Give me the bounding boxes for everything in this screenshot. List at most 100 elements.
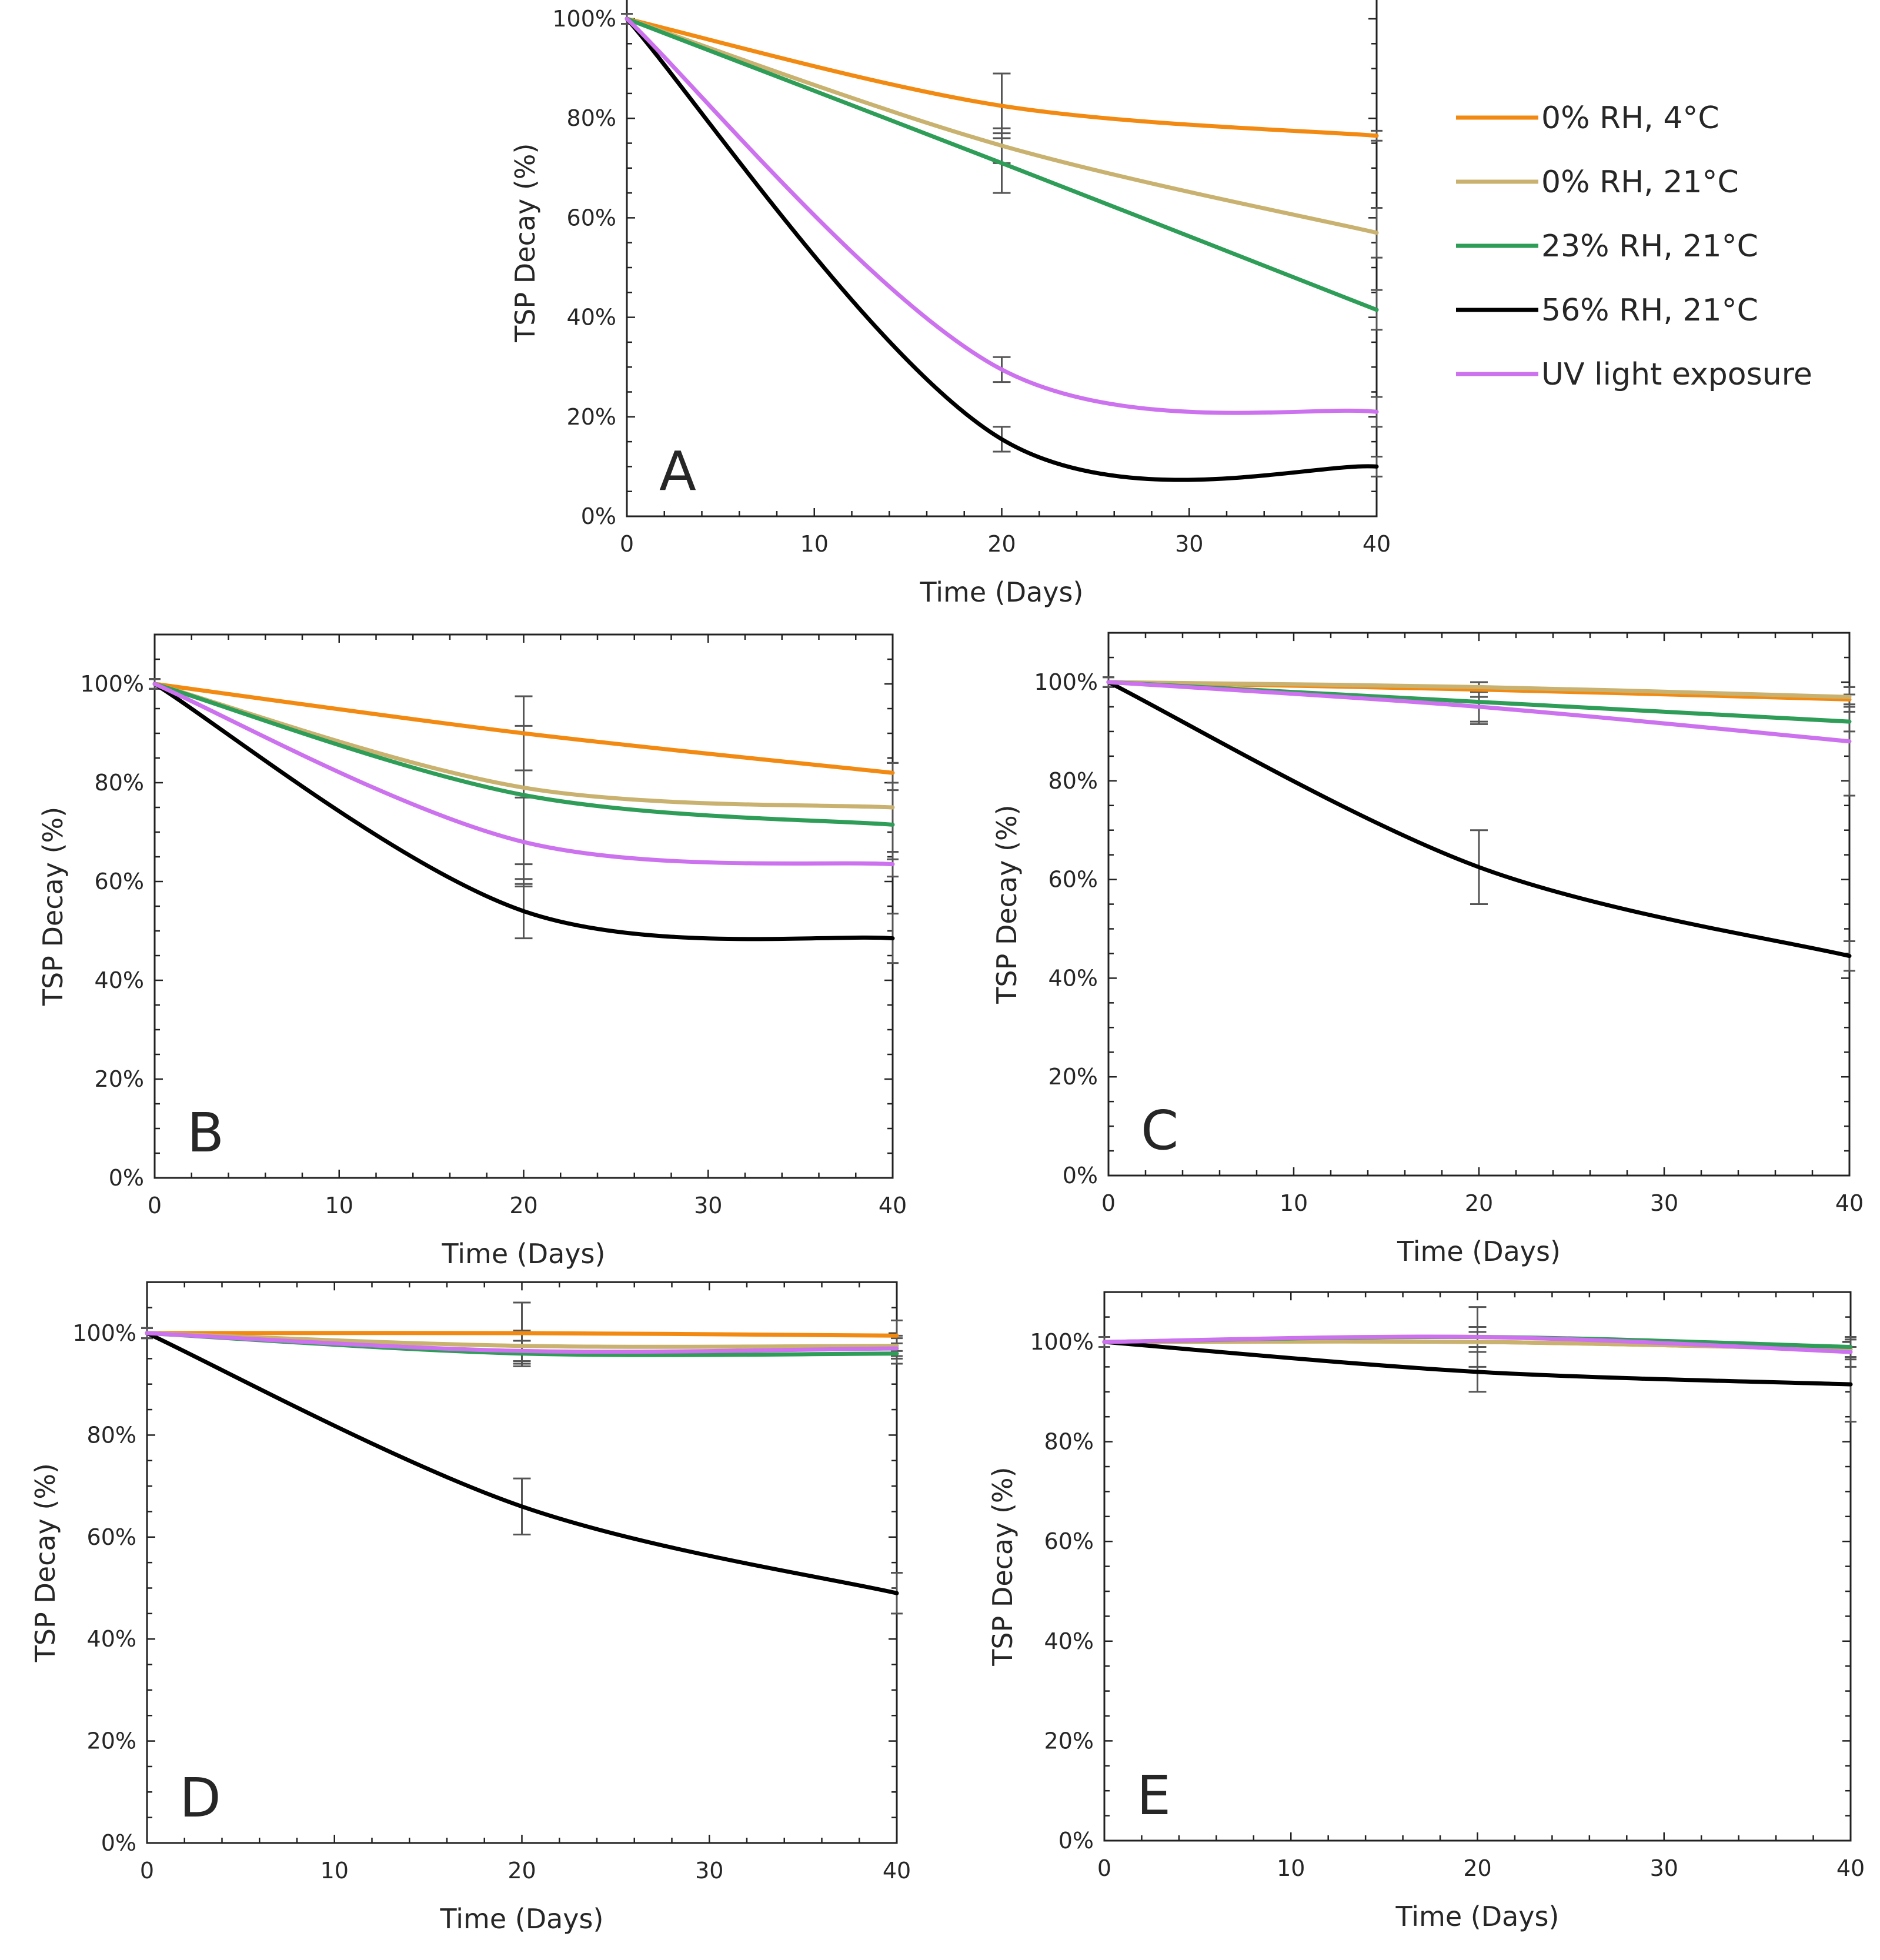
series-line-uv bbox=[1106, 680, 1852, 744]
x-tick-label: 20 bbox=[507, 1858, 536, 1884]
x-tick-label: 40 bbox=[1835, 1190, 1864, 1216]
series-line-rh0_4c bbox=[145, 1331, 899, 1338]
panel-letter: D bbox=[179, 1767, 221, 1829]
y-tick-label: 40% bbox=[1044, 1628, 1094, 1654]
panel-a: 0% 20% 40% 60% 80% 100% 0 10 20 30 40 Time (Days) TS… bbox=[509, 0, 1391, 608]
y-axis-title: TSP Decay (%) bbox=[509, 143, 541, 343]
panel-e: 0% 20% 40% 60% 80% 100% 0 10 20 30 40 Time (Days) TS… bbox=[987, 1291, 1865, 1932]
y-tick-label: 0% bbox=[109, 1165, 144, 1191]
x-tick-label: 10 bbox=[1280, 1190, 1308, 1216]
series-line-uv bbox=[625, 16, 1379, 415]
x-tick-label: 10 bbox=[1277, 1855, 1305, 1881]
x-tick-label: 40 bbox=[883, 1858, 911, 1884]
y-tick-label: 100% bbox=[80, 671, 144, 697]
panel-d: 0% 20% 40% 60% 80% 100% 0 10 20 30 40 Time (Days) TS… bbox=[29, 1281, 911, 1935]
legend-label: 23% RH, 21°C bbox=[1541, 229, 1758, 264]
y-tick-label: 0% bbox=[1058, 1828, 1094, 1854]
y-tick-label: 40% bbox=[1048, 965, 1098, 991]
series-line-rh0_21c bbox=[625, 16, 1379, 235]
x-tick-label: 40 bbox=[1836, 1855, 1865, 1881]
y-tick-label: 60% bbox=[567, 205, 616, 231]
x-tick-label: 40 bbox=[1363, 531, 1391, 557]
y-axis-title: TSP Decay (%) bbox=[987, 1467, 1019, 1666]
series-line-rh56_21c bbox=[1106, 680, 1852, 959]
panel-c: 0% 20% 40% 60% 80% 100% 0 10 20 30 40 Time (Days) TS… bbox=[991, 632, 1864, 1267]
x-tick-label: 10 bbox=[800, 531, 829, 557]
y-tick-label: 60% bbox=[95, 869, 144, 894]
x-tick-label: 10 bbox=[325, 1193, 353, 1218]
series-line-rh56_21c bbox=[145, 1331, 899, 1595]
y-tick-label: 20% bbox=[95, 1066, 144, 1092]
panel-letter: B bbox=[187, 1101, 224, 1164]
y-tick-label: 0% bbox=[1063, 1163, 1098, 1188]
x-axis-title: Time (Days) bbox=[440, 1903, 604, 1935]
legend: 0% RH, 4°C 0% RH, 21°C 23% RH, 21°C 56% RH,… bbox=[1456, 101, 1812, 392]
y-tick-label: 0% bbox=[101, 1830, 136, 1856]
x-tick-label: 20 bbox=[509, 1193, 537, 1218]
y-tick-label: 60% bbox=[1044, 1528, 1094, 1554]
legend-item-rh23_21c: 23% RH, 21°C bbox=[1456, 229, 1758, 264]
panel-b: 0% 20% 40% 60% 80% 100% 0 10 20 30 40 Time (Days) TS… bbox=[37, 633, 907, 1270]
y-axis-title: TSP Decay (%) bbox=[991, 804, 1023, 1004]
legend-item-rh0_4c: 0% RH, 4°C bbox=[1456, 101, 1719, 136]
x-tick-label: 20 bbox=[987, 531, 1016, 557]
x-axis-title: Time (Days) bbox=[1397, 1236, 1561, 1267]
x-tick-label: 0 bbox=[140, 1858, 154, 1884]
y-tick-label: 100% bbox=[1030, 1329, 1094, 1355]
x-tick-label: 40 bbox=[879, 1193, 907, 1218]
series-line-rh56_21c bbox=[625, 16, 1379, 482]
legend-item-rh0_21c: 0% RH, 21°C bbox=[1456, 165, 1739, 200]
x-tick-label: 0 bbox=[1097, 1855, 1111, 1881]
y-tick-label: 20% bbox=[1048, 1064, 1098, 1090]
y-tick-label: 40% bbox=[95, 967, 144, 993]
series-line-rh23_21c bbox=[625, 16, 1379, 312]
series-line-rh56_21c bbox=[152, 682, 895, 941]
x-tick-label: 30 bbox=[1175, 531, 1203, 557]
y-tick-label: 40% bbox=[567, 305, 616, 330]
x-axis-title: Time (Days) bbox=[920, 576, 1084, 608]
x-tick-label: 0 bbox=[1101, 1190, 1116, 1216]
y-tick-label: 20% bbox=[567, 404, 616, 430]
x-tick-label: 30 bbox=[1650, 1855, 1678, 1881]
x-tick-label: 20 bbox=[1463, 1855, 1491, 1881]
y-tick-label: 80% bbox=[1044, 1429, 1094, 1455]
series-line-rh23_21c bbox=[152, 682, 895, 827]
x-axis-title: Time (Days) bbox=[1395, 1901, 1560, 1932]
x-tick-label: 0 bbox=[620, 531, 634, 557]
panel-letter: E bbox=[1137, 1764, 1171, 1827]
series-line-uv bbox=[1102, 1334, 1853, 1354]
x-tick-label: 30 bbox=[694, 1193, 722, 1218]
y-tick-label: 80% bbox=[95, 770, 144, 796]
y-tick-label: 100% bbox=[552, 6, 616, 32]
series-line-rh0_4c bbox=[625, 16, 1379, 138]
y-tick-label: 40% bbox=[87, 1626, 136, 1652]
x-tick-label: 30 bbox=[1650, 1190, 1678, 1216]
y-tick-label: 60% bbox=[1048, 867, 1098, 893]
series-line-uv bbox=[152, 682, 895, 867]
y-tick-label: 100% bbox=[72, 1320, 136, 1346]
series-line-rh0_21c bbox=[1106, 680, 1852, 699]
y-axis-title: TSP Decay (%) bbox=[37, 807, 69, 1006]
series-line-uv bbox=[145, 1331, 899, 1354]
x-tick-label: 20 bbox=[1465, 1190, 1493, 1216]
legend-item-uv: UV light exposure bbox=[1456, 357, 1812, 392]
x-axis-title: Time (Days) bbox=[442, 1238, 606, 1270]
legend-label: UV light exposure bbox=[1541, 357, 1812, 392]
y-tick-label: 0% bbox=[581, 503, 616, 529]
y-tick-label: 20% bbox=[1044, 1728, 1094, 1754]
x-tick-label: 0 bbox=[148, 1193, 162, 1218]
y-tick-label: 80% bbox=[1048, 768, 1098, 794]
panel-letter: C bbox=[1141, 1099, 1178, 1162]
y-axis-title: TSP Decay (%) bbox=[29, 1463, 61, 1662]
y-tick-label: 60% bbox=[87, 1524, 136, 1550]
legend-label: 0% RH, 4°C bbox=[1541, 101, 1719, 136]
y-tick-label: 80% bbox=[87, 1422, 136, 1448]
y-tick-label: 20% bbox=[87, 1728, 136, 1754]
legend-label: 56% RH, 21°C bbox=[1541, 293, 1758, 328]
x-tick-label: 10 bbox=[320, 1858, 349, 1884]
series-line-rh0_4c bbox=[152, 682, 895, 775]
panel-letter: A bbox=[659, 440, 696, 503]
legend-item-rh56_21c: 56% RH, 21°C bbox=[1456, 293, 1758, 328]
legend-label: 0% RH, 21°C bbox=[1541, 165, 1739, 200]
